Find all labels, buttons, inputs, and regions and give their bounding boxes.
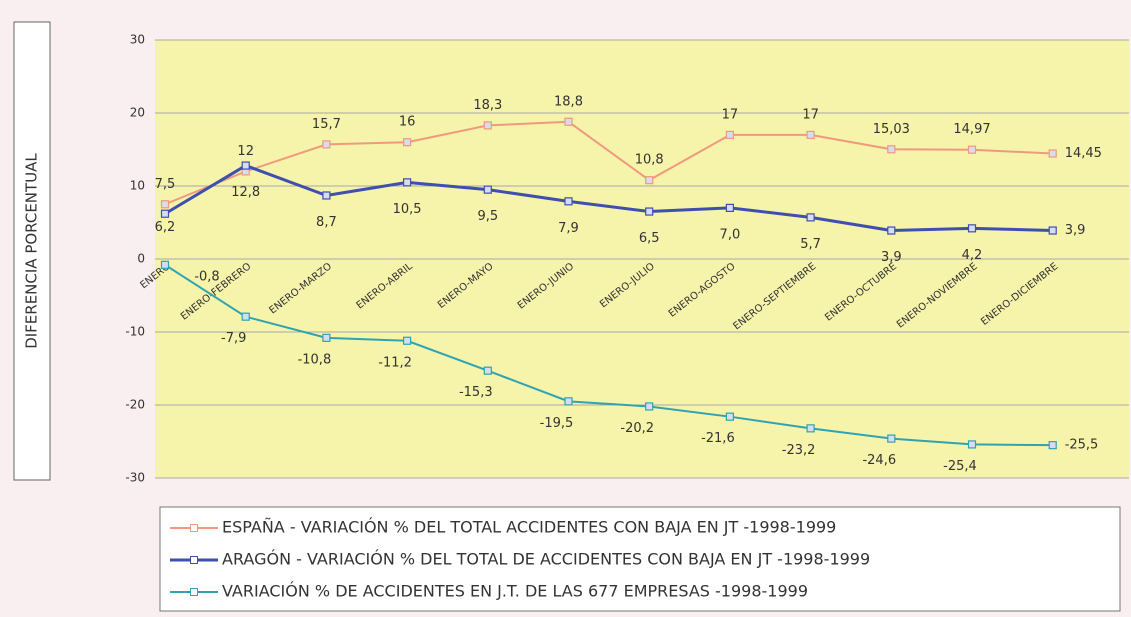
data-label: 10,5 [393, 202, 422, 217]
y-label-box [13, 21, 51, 481]
point-marker [967, 145, 977, 154]
data-label: -25,5 [1065, 438, 1099, 453]
point-marker [806, 213, 815, 222]
data-label: 7,5 [155, 177, 176, 192]
data-label: 7,9 [558, 221, 579, 236]
y-tick-label: -20 [125, 398, 145, 412]
point-marker [967, 224, 977, 233]
point-marker [645, 207, 654, 216]
data-label: 18,8 [554, 94, 583, 109]
point-marker [645, 402, 654, 411]
data-label: 15,03 [873, 122, 910, 137]
y-tick-label: 0 [137, 252, 145, 266]
data-label: 14,97 [953, 122, 990, 137]
point-marker [403, 336, 412, 345]
point-marker [403, 178, 412, 187]
point-marker [725, 412, 735, 421]
data-label: 5,7 [800, 237, 821, 252]
legend [159, 506, 1121, 612]
point-marker [725, 130, 735, 139]
data-label: 15,7 [312, 117, 341, 132]
series-line [164, 120, 1053, 206]
point-marker [725, 203, 735, 212]
point-marker [241, 161, 250, 170]
point-marker [160, 209, 170, 218]
legend-marker [190, 524, 198, 532]
data-label: 6,2 [155, 220, 176, 235]
point-marker [403, 138, 412, 147]
legend-marker [190, 556, 198, 564]
point-marker [483, 121, 492, 130]
data-label: 12,8 [231, 185, 260, 200]
data-label: 3,9 [1065, 223, 1086, 238]
y-tick-label: 20 [130, 106, 145, 120]
point-marker [887, 434, 896, 443]
data-label: 17 [722, 107, 739, 122]
legend-label: VARIACIÓN % DE ACCIDENTES EN J.T. DE LAS… [222, 582, 808, 601]
point-marker [1048, 226, 1057, 235]
data-label: 9,5 [477, 209, 498, 224]
series-line [164, 163, 1053, 233]
point-marker [483, 366, 492, 375]
data-label: 12 [237, 144, 254, 159]
data-label: -24,6 [862, 453, 896, 468]
point-marker [322, 140, 331, 149]
point-marker [160, 200, 170, 209]
point-marker [564, 117, 573, 126]
legend-label: ARAGÓN - VARIACIÓN % DEL TOTAL DE ACCIDE… [222, 550, 870, 569]
point-marker [1048, 149, 1057, 158]
data-label: 4,2 [962, 248, 983, 263]
data-label: 16 [399, 115, 416, 130]
series-line [164, 263, 1053, 447]
data-label: -7,9 [221, 331, 246, 346]
y-tick-label: 10 [130, 179, 145, 193]
legend-marker [190, 588, 198, 596]
data-label: 7,0 [720, 227, 741, 242]
point-marker [967, 440, 977, 449]
data-label: -23,2 [782, 443, 816, 458]
point-marker [645, 176, 654, 185]
data-label: -15,3 [459, 385, 493, 400]
point-marker [806, 130, 815, 139]
data-label: -25,4 [943, 459, 977, 474]
data-label: 18,3 [473, 98, 502, 113]
point-marker [1048, 441, 1057, 450]
data-label: -10,8 [298, 352, 332, 367]
y-tick-label: -30 [125, 471, 145, 485]
data-label: 17 [802, 107, 819, 122]
point-marker [887, 145, 896, 154]
data-label: 10,8 [635, 153, 664, 168]
point-marker [564, 197, 573, 206]
point-marker [483, 185, 492, 194]
point-marker [564, 397, 573, 406]
data-label: 8,7 [316, 215, 337, 230]
point-marker [160, 260, 170, 269]
data-label: 14,45 [1065, 146, 1102, 161]
data-label: -20,2 [620, 421, 654, 436]
data-label: -0,8 [194, 269, 219, 284]
y-tick-label: -10 [125, 325, 145, 339]
y-tick-label: 30 [130, 33, 145, 47]
data-label: -19,5 [540, 416, 574, 431]
point-marker [887, 226, 896, 235]
point-marker [322, 191, 331, 200]
legend-label: ESPAÑA - VARIACIÓN % DEL TOTAL ACCIDENTE… [222, 518, 836, 537]
point-marker [241, 312, 250, 321]
data-label: -11,2 [378, 355, 412, 370]
data-label: 3,9 [881, 250, 902, 265]
data-label: 6,5 [639, 231, 660, 246]
point-marker [322, 333, 331, 342]
data-label: -21,6 [701, 431, 735, 446]
y-axis-label: DIFERENCIA PORCENTUAL [23, 153, 41, 349]
point-marker [806, 424, 815, 433]
